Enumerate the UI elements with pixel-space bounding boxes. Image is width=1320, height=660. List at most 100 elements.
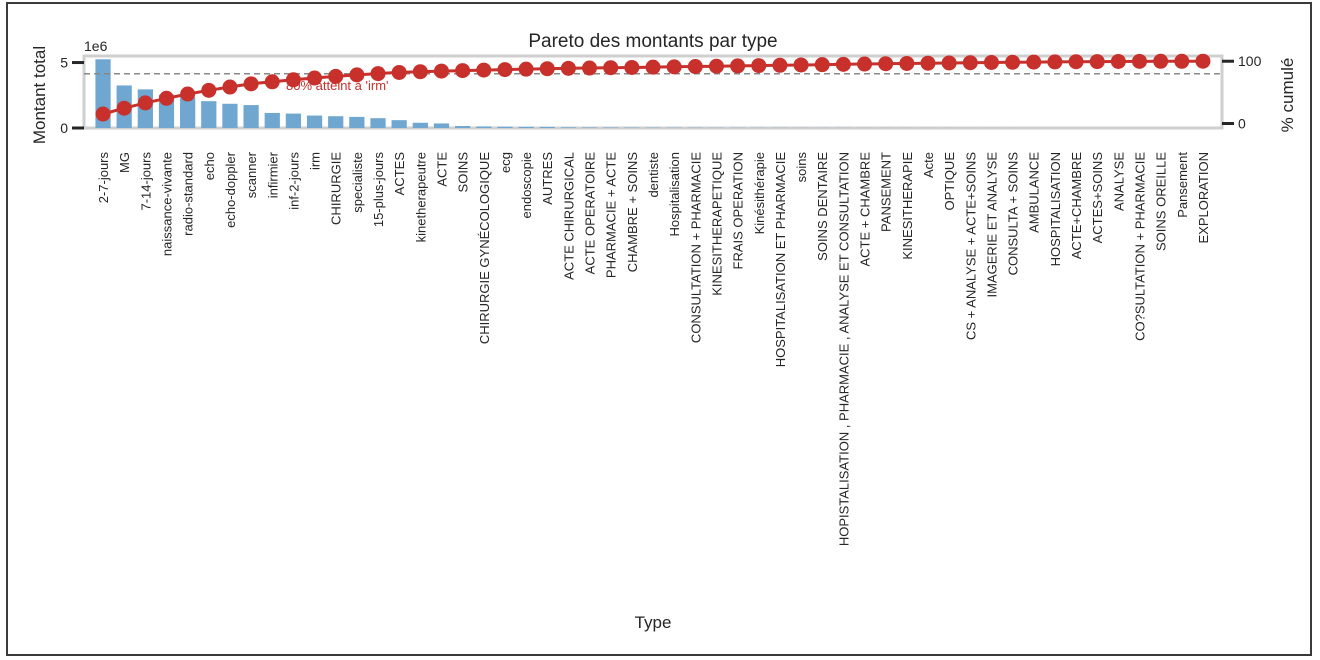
x-tick-label-2: 7-14-jours	[138, 152, 153, 211]
cumulative-point-31	[751, 58, 767, 74]
cumulative-point-45	[1047, 54, 1063, 70]
bar-17	[455, 126, 471, 128]
cumulative-point-12	[349, 67, 365, 83]
cumulative-point-19	[497, 62, 513, 78]
x-tick-label-24: PHARMACIE + ACTE	[604, 152, 619, 278]
cumulative-point-46	[1068, 54, 1084, 70]
x-tick-label-7: scanner	[244, 151, 259, 198]
bar-14	[391, 120, 407, 128]
x-tick-label-51: Pansement	[1175, 152, 1190, 218]
cumulative-point-42	[983, 54, 999, 70]
x-tick-label-27: Hospitalisation	[667, 152, 682, 237]
cumulative-point-17	[455, 63, 471, 79]
bar-20	[518, 126, 534, 128]
cumulative-point-3	[158, 90, 174, 106]
x-tick-label-12: specialiste	[350, 152, 365, 213]
bar-23	[581, 127, 598, 128]
cumulative-point-49	[1132, 53, 1148, 69]
bar-11	[328, 116, 344, 128]
cumulative-point-14	[391, 64, 407, 80]
x-tick-label-29: KINESITHERAPETIQUE	[710, 152, 725, 296]
cumulative-point-20	[518, 61, 534, 77]
cumulative-point-23	[582, 60, 598, 76]
x-tick-label-1: MG	[117, 152, 132, 173]
x-tick-label-20: endoscopie	[519, 152, 534, 219]
x-tick-label-13: 15-plus-jours	[371, 152, 386, 228]
cumulative-point-21	[539, 61, 555, 77]
cumulative-point-41	[962, 55, 978, 71]
x-tick-label-49: CO?SULTATION + PHARMACIE	[1133, 152, 1148, 341]
x-tick-label-11: CHIRURGIE	[329, 152, 344, 225]
cumulative-point-34	[814, 57, 830, 73]
cumulative-point-35	[835, 56, 851, 72]
cumulative-point-26	[645, 59, 661, 75]
y-tick-label-1: 5	[60, 55, 68, 71]
x-tick-label-22: ACTE CHIRURGICAL	[561, 152, 576, 280]
x-tick-label-25: CHAMBRE + SOINS	[625, 152, 640, 273]
cumulative-point-7	[243, 76, 259, 92]
x-tick-label-42: IMAGERIE ET ANALYSE	[984, 152, 999, 298]
cumulative-point-50	[1153, 53, 1169, 69]
y2-tick-label-1: 100	[1238, 53, 1262, 69]
cumulative-point-1	[116, 100, 132, 116]
y2-axis-label: % cumulé	[1278, 58, 1297, 133]
x-tick-label-21: AUTRES	[540, 152, 555, 205]
cumulative-point-36	[857, 56, 873, 72]
x-tick-label-0: 2-7-jours	[96, 152, 111, 204]
cumulative-point-47	[1089, 54, 1105, 70]
x-tick-label-50: SOINS OREILLE	[1154, 152, 1169, 251]
x-tick-label-8: infirmier	[265, 151, 280, 198]
cumulative-point-29	[708, 58, 724, 74]
x-tick-label-48: ANALYSE	[1111, 152, 1126, 211]
x-tick-label-52: EXPLORATION	[1196, 152, 1211, 244]
cumulative-point-37	[878, 56, 894, 72]
bar-16	[433, 123, 450, 128]
bar-22	[560, 127, 577, 128]
cumulative-point-8	[264, 74, 280, 90]
x-tick-labels: 2-7-jours MG 7-14-jours naissance-vivante ra…	[96, 151, 1211, 546]
cumulative-point-6	[222, 79, 238, 95]
bar-18	[476, 126, 492, 128]
bar-12	[349, 116, 365, 128]
x-tick-label-3: naissance-vivante	[160, 152, 175, 256]
cumulative-point-5	[201, 82, 217, 98]
cumulative-line-series	[95, 53, 1211, 122]
x-tick-label-31: Kinésithérapie	[752, 152, 767, 234]
cumulative-point-18	[476, 62, 492, 78]
cumulative-point-9	[285, 72, 301, 88]
cumulative-point-30	[730, 58, 746, 74]
bar-15	[412, 122, 428, 128]
x-tick-label-47: ACTES+SOINS	[1090, 152, 1105, 244]
cumulative-point-44	[1026, 54, 1042, 70]
x-tick-label-45: HOSPITALISATION	[1048, 152, 1063, 266]
cumulative-point-15	[412, 64, 428, 80]
cumulative-point-16	[433, 63, 449, 79]
x-tick-label-33: soins	[794, 152, 809, 183]
cumulative-point-25	[624, 59, 640, 75]
cumulative-point-48	[1110, 53, 1126, 69]
bar-7	[243, 105, 259, 128]
x-tick-label-18: CHIRURGIE GYNÉCOLOGIQUE	[477, 152, 492, 344]
x-tick-label-15: kinetherapeutre	[413, 152, 428, 242]
cumulative-point-2	[137, 95, 153, 111]
x-tick-label-39: Acte	[921, 152, 936, 178]
cumulative-point-33	[793, 57, 809, 73]
cumulative-point-24	[603, 60, 619, 76]
cumulative-point-4	[180, 86, 196, 102]
x-axis-label: Type	[635, 613, 672, 632]
x-tick-label-28: CONSULTATION + PHARMACIE	[688, 152, 703, 343]
x-tick-label-14: ACTES	[392, 152, 407, 196]
cumulative-point-32	[772, 57, 788, 73]
y-tick-label-0: 0	[60, 120, 68, 136]
bar-8	[264, 112, 280, 128]
cumulative-point-22	[560, 60, 576, 76]
x-tick-label-46: ACTE+CHAMBRE	[1069, 152, 1084, 260]
x-tick-label-9: inf-2-jours	[286, 152, 301, 210]
bar-6	[222, 103, 238, 128]
x-tick-label-37: PANSEMENT	[879, 152, 894, 232]
cumulative-point-40	[941, 55, 957, 71]
x-tick-label-10: irm	[308, 152, 323, 170]
x-tick-label-38: KINESITHERAPIE	[900, 152, 915, 260]
cumulative-point-38	[899, 55, 915, 71]
